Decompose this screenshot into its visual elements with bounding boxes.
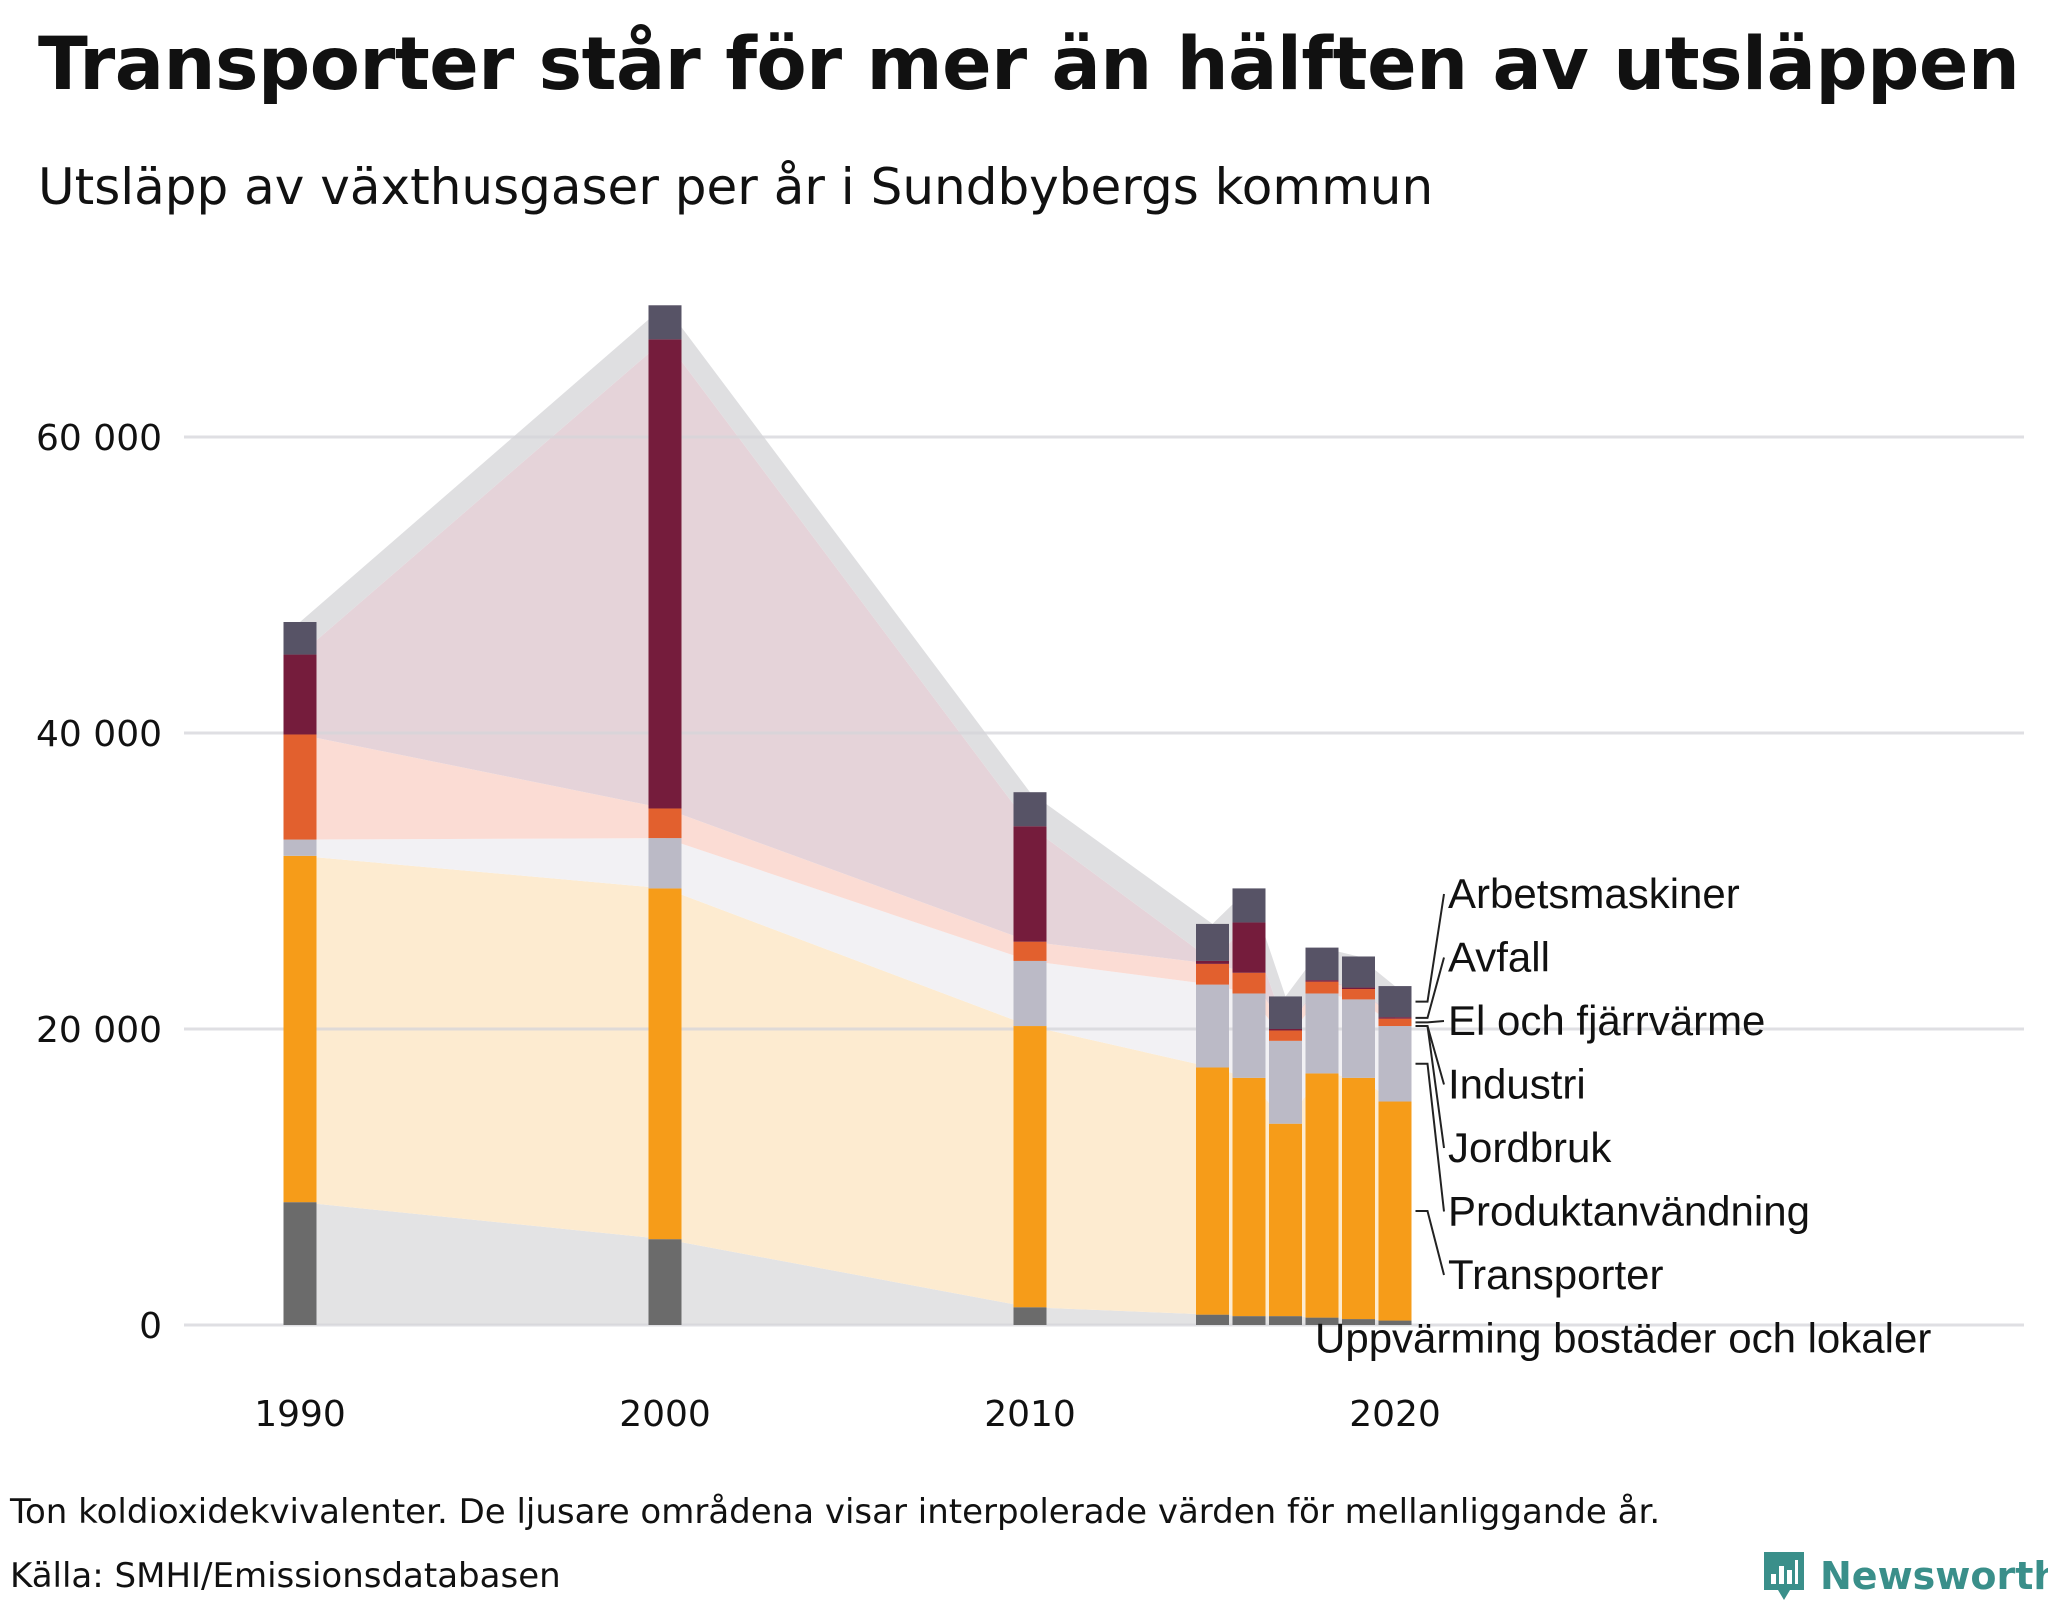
bar-segment bbox=[1269, 1316, 1302, 1325]
bar-segment bbox=[1305, 993, 1339, 1074]
y-tick-label: 40 000 bbox=[36, 714, 162, 755]
interpolation-areas bbox=[300, 305, 1395, 1325]
legend-label: Uppvärming bostäder och lokaler bbox=[1315, 1315, 1931, 1362]
bar-segment bbox=[648, 305, 682, 340]
stacked-bar-chart: 0 20 000 40 000 60 000 1990 2000 2010 2020 Arb… bbox=[36, 305, 2024, 1435]
bar-segment bbox=[1378, 986, 1412, 1018]
area-avfall bbox=[300, 339, 1395, 1031]
bar-segment bbox=[1196, 984, 1229, 1068]
bar-segment bbox=[1269, 1030, 1302, 1041]
bar-segment bbox=[1269, 1040, 1302, 1124]
legend-label: Industri bbox=[1448, 1061, 1586, 1108]
bar-segment bbox=[1342, 989, 1375, 1000]
legend-label: Avfall bbox=[1448, 934, 1550, 981]
x-tick-label: 1990 bbox=[254, 1394, 346, 1435]
legend-label: Jordbruk bbox=[1448, 1124, 1612, 1171]
bar-segment bbox=[1305, 981, 1339, 994]
bar-segment bbox=[648, 808, 682, 839]
bar-segment bbox=[283, 855, 317, 1203]
bar-segment bbox=[1269, 996, 1302, 1029]
bar-segment bbox=[283, 1202, 317, 1325]
bar-segment bbox=[1013, 792, 1047, 827]
bar-segment bbox=[1232, 993, 1266, 1078]
x-tick-label: 2020 bbox=[1349, 1394, 1441, 1435]
area-transporter bbox=[300, 855, 1395, 1321]
legend-leader-line bbox=[1415, 1025, 1445, 1149]
bar-segment bbox=[1378, 1026, 1412, 1102]
bar-segment bbox=[1342, 1077, 1375, 1320]
bar-segment bbox=[1013, 960, 1047, 1027]
bar-segment bbox=[1232, 888, 1266, 923]
chart-source: Källa: SMHI/Emissionsdatabasen bbox=[10, 1556, 561, 1596]
gridlines bbox=[184, 435, 2024, 1327]
bar-segment bbox=[1013, 1307, 1047, 1325]
x-axis-ticks: 1990 2000 2010 2020 bbox=[254, 1394, 1441, 1435]
area-uppvärming-bostäder-och-lokaler bbox=[300, 1202, 1395, 1325]
bar-segment bbox=[1342, 999, 1375, 1078]
chart-note: Ton koldioxidekvivalenter. De ljusare om… bbox=[10, 1492, 1661, 1532]
bar-segment bbox=[283, 654, 317, 735]
legend-label: El och fjärrvärme bbox=[1448, 997, 1765, 1044]
bar-segment bbox=[1378, 1320, 1412, 1325]
bar-segment bbox=[283, 734, 317, 840]
bar-segment bbox=[1342, 956, 1375, 988]
bar-segment bbox=[648, 838, 682, 889]
legend-leader-line bbox=[1415, 957, 1445, 1019]
bar-segment bbox=[1232, 922, 1266, 973]
bar-segment bbox=[1305, 980, 1339, 982]
bar-segment bbox=[1269, 1029, 1302, 1031]
bar-segment bbox=[1342, 987, 1375, 990]
bar-segment bbox=[1305, 1073, 1339, 1318]
bar-segment bbox=[1196, 923, 1229, 961]
legend-label: Arbetsmaskiner bbox=[1448, 870, 1740, 917]
chart-title: Transporter står för mer än hälften av u… bbox=[38, 22, 2020, 107]
legend-leader-line bbox=[1415, 1210, 1445, 1276]
newsworthy-logo-icon bbox=[1764, 1552, 1804, 1600]
y-axis-ticks: 0 20 000 40 000 60 000 bbox=[36, 418, 162, 1347]
legend-leader-line bbox=[1415, 1062, 1445, 1212]
legend-leader-line bbox=[1415, 893, 1445, 1003]
bar-segment bbox=[283, 622, 317, 655]
bar-segment bbox=[1269, 1123, 1302, 1317]
bar-segment bbox=[1232, 1316, 1266, 1325]
legend-label: Transporter bbox=[1448, 1251, 1664, 1298]
bar-segment bbox=[1196, 1314, 1229, 1325]
area-el-och-fjärrvärme bbox=[300, 734, 1395, 1041]
legend-label: Produktanvändning bbox=[1448, 1188, 1810, 1235]
bar-segment bbox=[1305, 947, 1339, 981]
y-tick-label: 60 000 bbox=[36, 418, 162, 459]
bar-segment bbox=[1305, 1317, 1339, 1325]
bar-segment bbox=[1196, 960, 1229, 964]
bar-segment bbox=[283, 839, 317, 856]
bar-segment bbox=[1378, 1101, 1412, 1321]
bar-segment bbox=[1196, 963, 1229, 985]
x-tick-label: 2000 bbox=[619, 1394, 711, 1435]
bar-segment bbox=[1232, 1077, 1266, 1317]
legend: Arbetsmaskiner Avfall El och fjärrvärme Ind… bbox=[1315, 870, 1931, 1362]
bar-segment bbox=[648, 339, 682, 809]
y-tick-label: 0 bbox=[139, 1306, 162, 1347]
chart-subtitle: Utsläpp av växthusgaser per år i Sundbyb… bbox=[38, 158, 1434, 216]
bar-segment bbox=[1232, 972, 1266, 994]
bar-segment bbox=[1013, 1026, 1047, 1308]
bar-segment bbox=[1342, 1319, 1375, 1325]
bar-segment bbox=[1378, 1018, 1412, 1027]
bar-segment bbox=[1013, 941, 1047, 961]
bar-segment bbox=[1378, 1017, 1412, 1019]
bars bbox=[283, 305, 1412, 1325]
bar-segment bbox=[1013, 826, 1047, 942]
newsworthy-logo: Newsworthy bbox=[1760, 1548, 2048, 1604]
legend-leader-line bbox=[1415, 1020, 1445, 1024]
x-tick-label: 2010 bbox=[984, 1394, 1076, 1435]
bar-segment bbox=[648, 888, 682, 1240]
bar-segment bbox=[648, 1239, 682, 1325]
bar-segment bbox=[1196, 1067, 1229, 1315]
newsworthy-logo-text: Newsworthy bbox=[1820, 1554, 2048, 1598]
y-tick-label: 20 000 bbox=[36, 1010, 162, 1051]
